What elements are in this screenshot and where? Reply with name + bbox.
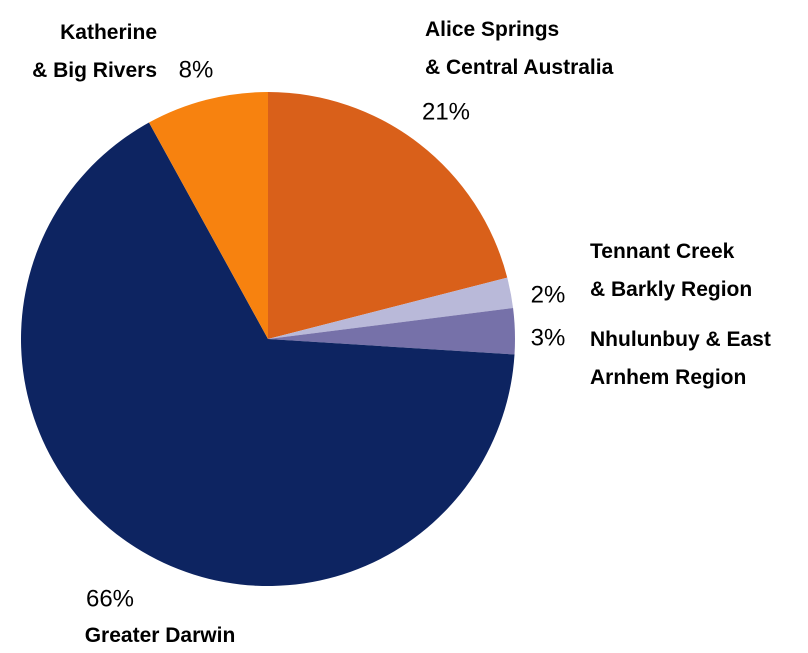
pie-slice [268,308,515,355]
slice-value-label: 2% [531,281,566,308]
pie-slice [149,92,268,339]
pie-slice [268,277,514,339]
slice-value-label: 66% [86,585,134,612]
pie-slice [268,92,508,339]
slice-value-label: 8% [179,56,214,83]
slice-name: Tennant Creek & Barkly Region [590,240,752,301]
slice-value-label: 21% [422,98,470,125]
pie-slice [20,122,515,587]
slice-name: Katherine & Big Rivers [32,21,157,82]
slice-name: Alice Springs & Central Australia [425,18,614,79]
slice-name: Greater Darwin [85,624,236,647]
slice-value-label: 3% [531,324,566,351]
slice-name: Nhulunbuy & East Arnhem Region [590,328,771,389]
